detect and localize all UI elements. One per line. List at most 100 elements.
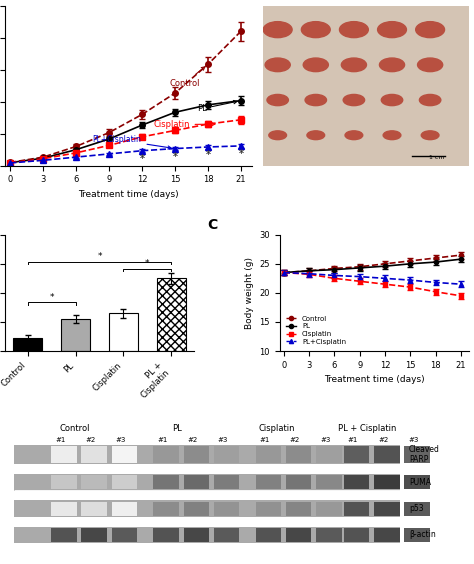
Bar <box>82 528 107 542</box>
Text: *: * <box>238 149 244 159</box>
Y-axis label: Body weight (g): Body weight (g) <box>245 257 254 329</box>
Text: #2: #2 <box>290 437 300 443</box>
Text: #2: #2 <box>188 437 198 443</box>
Bar <box>183 502 209 515</box>
Ellipse shape <box>416 21 445 38</box>
Bar <box>51 447 77 463</box>
Ellipse shape <box>421 131 439 140</box>
Bar <box>154 475 179 489</box>
Ellipse shape <box>265 58 290 72</box>
Bar <box>286 528 311 542</box>
Text: PUMA: PUMA <box>409 478 431 487</box>
Bar <box>214 475 239 489</box>
Bar <box>286 502 311 515</box>
Bar <box>82 502 107 515</box>
Bar <box>374 447 400 463</box>
Bar <box>14 500 400 517</box>
Text: #2: #2 <box>85 437 96 443</box>
Bar <box>154 502 179 515</box>
Bar <box>154 528 179 542</box>
Ellipse shape <box>301 21 330 38</box>
Text: *: * <box>49 293 54 302</box>
Text: p53: p53 <box>409 504 423 513</box>
Bar <box>255 447 281 463</box>
Bar <box>61 319 90 351</box>
Bar <box>111 475 137 489</box>
Bar <box>109 313 138 351</box>
Text: PL: PL <box>197 100 237 113</box>
Bar <box>344 475 369 489</box>
Ellipse shape <box>341 58 366 72</box>
Bar <box>255 528 281 542</box>
Bar <box>14 527 400 543</box>
Ellipse shape <box>380 58 405 72</box>
Bar <box>255 475 281 489</box>
Text: *: * <box>97 252 102 261</box>
Text: PL+Cisplatin: PL+Cisplatin <box>92 135 171 149</box>
Text: #3: #3 <box>116 437 126 443</box>
Text: #1: #1 <box>348 437 358 443</box>
Ellipse shape <box>269 131 287 140</box>
Bar <box>82 475 107 489</box>
Text: #1: #1 <box>157 437 168 443</box>
Ellipse shape <box>383 131 401 140</box>
Bar <box>111 528 137 542</box>
Bar <box>51 475 77 489</box>
Text: *: * <box>145 259 150 268</box>
Bar <box>344 528 369 542</box>
Ellipse shape <box>307 131 325 140</box>
Bar <box>404 528 430 542</box>
Ellipse shape <box>345 131 363 140</box>
Text: Control: Control <box>59 424 90 433</box>
Ellipse shape <box>263 21 292 38</box>
Bar <box>14 474 400 491</box>
Bar <box>14 445 400 464</box>
Bar <box>316 447 341 463</box>
Bar <box>13 338 42 351</box>
Bar <box>404 475 430 489</box>
Ellipse shape <box>339 21 368 38</box>
Ellipse shape <box>418 58 443 72</box>
Text: #1: #1 <box>55 437 66 443</box>
Bar <box>404 502 430 515</box>
Bar <box>183 528 209 542</box>
Bar <box>374 528 400 542</box>
Text: β-actin: β-actin <box>409 530 436 539</box>
Bar <box>316 502 341 515</box>
Text: Cisplatin: Cisplatin <box>153 120 215 129</box>
Text: Cleaved
PARP: Cleaved PARP <box>409 445 440 464</box>
Bar <box>374 475 400 489</box>
Bar <box>214 528 239 542</box>
Ellipse shape <box>267 94 288 105</box>
Text: PL: PL <box>172 424 182 433</box>
Bar <box>286 447 311 463</box>
Text: *: * <box>206 150 210 160</box>
Bar <box>286 475 311 489</box>
Text: *: * <box>139 154 145 164</box>
Bar <box>157 279 186 351</box>
Ellipse shape <box>378 21 406 38</box>
X-axis label: Treatment time (days): Treatment time (days) <box>324 376 425 385</box>
Bar <box>344 502 369 515</box>
Bar <box>255 502 281 515</box>
Bar <box>214 447 239 463</box>
Bar <box>374 502 400 515</box>
Text: #3: #3 <box>408 437 419 443</box>
X-axis label: Treatment time (days): Treatment time (days) <box>78 190 179 199</box>
Bar <box>183 447 209 463</box>
Text: PL + Cisplatin: PL + Cisplatin <box>338 424 396 433</box>
Ellipse shape <box>419 94 441 105</box>
Bar <box>111 502 137 515</box>
Bar <box>82 447 107 463</box>
Bar <box>51 528 77 542</box>
Ellipse shape <box>343 94 365 105</box>
Ellipse shape <box>305 94 327 105</box>
Text: C: C <box>208 218 218 232</box>
Bar <box>316 528 341 542</box>
Ellipse shape <box>303 58 328 72</box>
Bar <box>111 447 137 463</box>
Text: #1: #1 <box>260 437 270 443</box>
Bar <box>344 447 369 463</box>
Bar <box>404 447 430 463</box>
Text: #2: #2 <box>378 437 389 443</box>
